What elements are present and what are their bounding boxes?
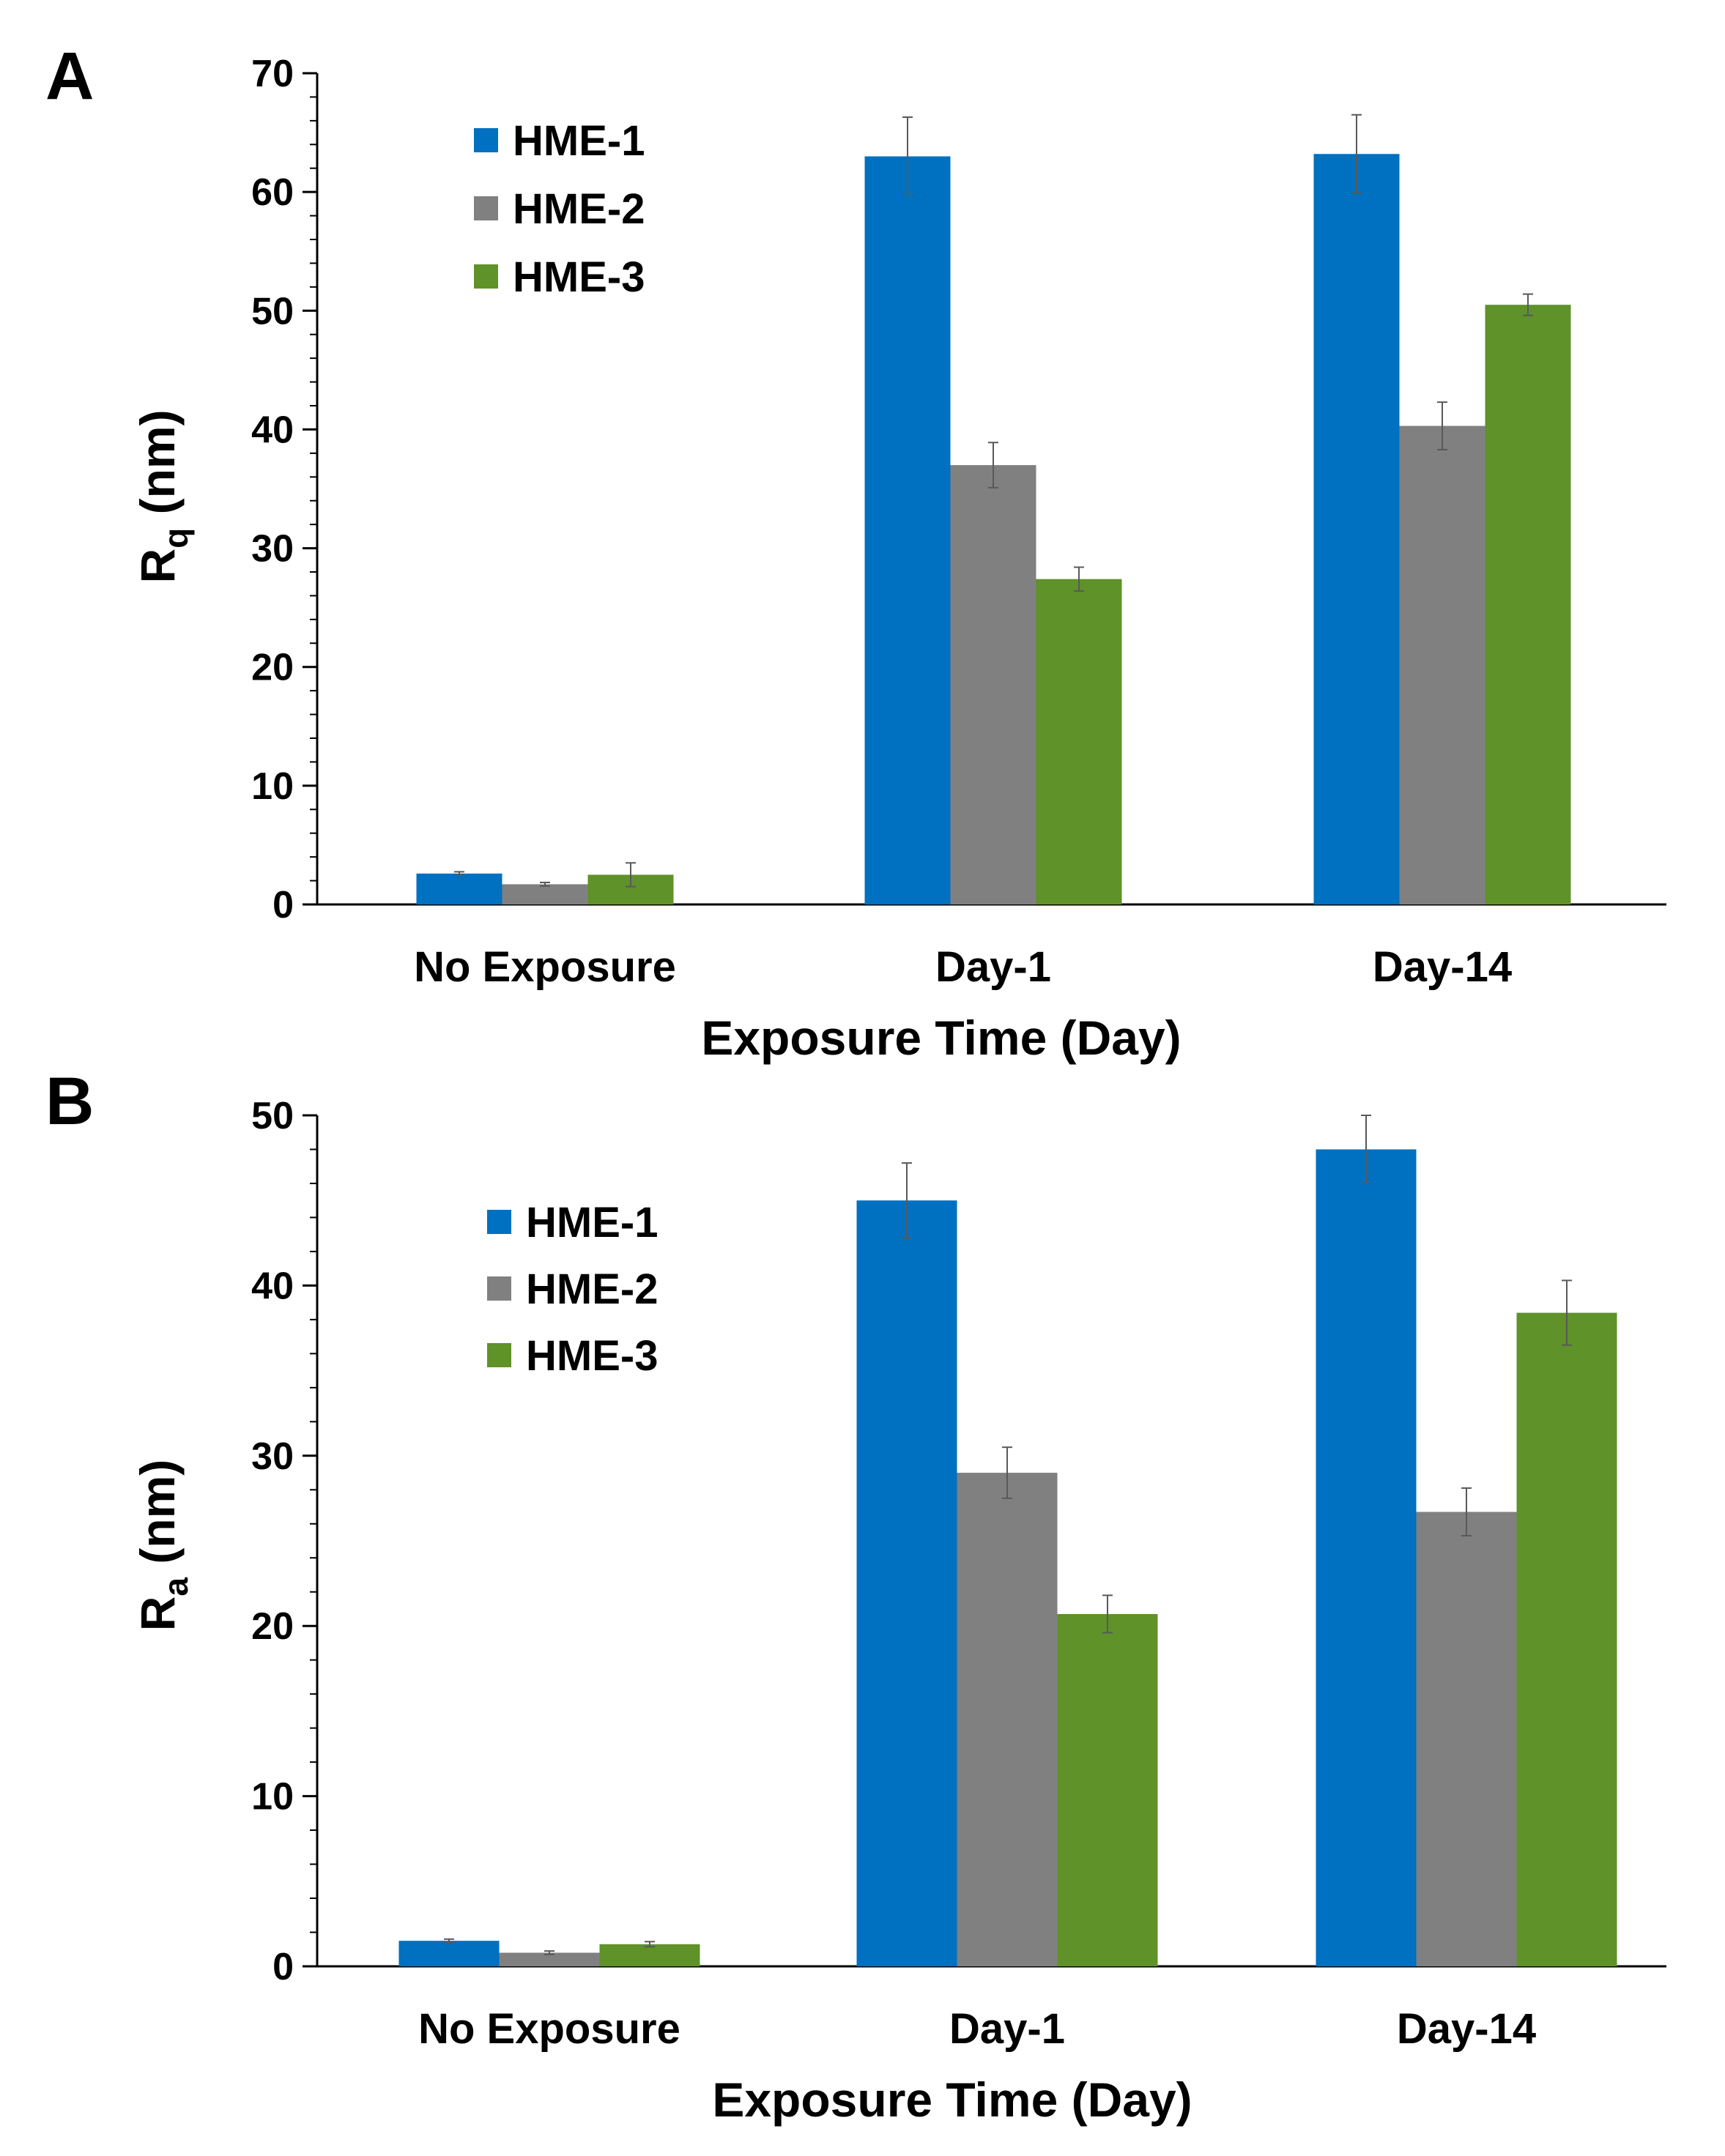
bar-hme-3-day-14	[1516, 1312, 1617, 1966]
error-bar	[1361, 1115, 1371, 1184]
panel-a-y-tick-labels: 0 10 20 30 40 50 60 70	[251, 53, 294, 926]
legend-swatch-hme-2	[474, 196, 498, 220]
y-tick-label: 60	[251, 171, 294, 214]
panel-a-x-axis-title: Exposure Time (Day)	[701, 1011, 1181, 1065]
panel-b-category-label: Day-14	[1397, 2005, 1536, 2053]
panel-a: A 0 10 20 30 40 50 60 70 No Exposure Day-1 Day-…	[45, 39, 1666, 1065]
panel-b-y-tick-labels: 0 10 20 30 40 50	[251, 1095, 294, 1988]
error-bar	[1351, 114, 1362, 194]
bar-hme-2-no-exposure	[499, 1952, 600, 1966]
panel-b: B 0 10 20 30 40 50 No Exposure Day-1 Day-14 E…	[45, 1064, 1666, 2127]
error-bar	[544, 1950, 554, 1955]
legend-label-hme-3: HME-3	[526, 1332, 658, 1380]
y-tick-label: 10	[251, 1776, 294, 1818]
error-bar	[1523, 293, 1533, 316]
legend-label-hme-3: HME-3	[513, 253, 645, 301]
error-bar	[1002, 1446, 1012, 1499]
y-tick-label: 10	[251, 765, 294, 808]
error-bar	[1437, 401, 1447, 450]
panel-a-category-label: Day-14	[1373, 943, 1512, 991]
bar-hme-2-day-14	[1399, 425, 1485, 904]
panel-b-x-axis-title: Exposure Time (Day)	[712, 2073, 1192, 2127]
panel-b-bars	[398, 1149, 1617, 1966]
panel-a-x-tick-labels: No Exposure Day-1 Day-14	[414, 943, 1512, 991]
y-tick-label: 40	[251, 409, 294, 451]
panel-a-legend: HME-1 HME-2 HME-3	[474, 117, 645, 301]
bar-hme-2-day-14	[1416, 1512, 1517, 1966]
bar-hme-3-day-1	[1057, 1613, 1158, 1966]
y-tick-label: 30	[251, 1435, 294, 1478]
y-tick-label: 30	[251, 528, 294, 570]
y-tick-label: 50	[251, 1095, 294, 1137]
bar-hme-1-day-1	[856, 1200, 957, 1966]
y-tick-label: 50	[251, 290, 294, 332]
error-bar	[626, 862, 636, 888]
error-bar	[902, 116, 913, 197]
legend-swatch-hme-1	[487, 1210, 511, 1234]
bar-hme-3-day-14	[1485, 305, 1571, 904]
bar-hme-1-no-exposure	[398, 1941, 500, 1966]
bar-hme-1-day-14	[1313, 154, 1400, 905]
bar-hme-2-day-1	[957, 1473, 1058, 1966]
legend-label-hme-2: HME-2	[526, 1265, 658, 1313]
panel-b-label: B	[45, 1064, 94, 1139]
panel-a-bars	[416, 154, 1571, 905]
panel-a-category-label: No Exposure	[414, 943, 676, 991]
panel-b-y-axis-title: Ra (nm)	[130, 1460, 195, 1632]
legend-swatch-hme-1	[474, 128, 498, 152]
panel-b-category-label: Day-1	[949, 2005, 1065, 2053]
legend-swatch-hme-2	[487, 1276, 511, 1301]
error-bar	[1102, 1594, 1113, 1634]
error-bar	[444, 1938, 454, 1944]
panel-a-error-bars	[454, 114, 1533, 888]
panel-a-category-label: Day-1	[935, 943, 1051, 991]
panel-b-legend: HME-1 HME-2 HME-3	[487, 1199, 658, 1380]
y-tick-label: 20	[251, 1605, 294, 1648]
bar-hme-1-day-14	[1316, 1149, 1417, 1966]
bar-hme-3-no-exposure	[599, 1944, 700, 1966]
error-bar	[540, 882, 550, 887]
legend-swatch-hme-3	[487, 1343, 511, 1367]
panel-b-error-bars	[444, 1115, 1572, 1955]
error-bar	[1461, 1487, 1472, 1537]
bar-hme-1-day-1	[864, 156, 951, 904]
panel-a-y-axis-title: Rq (nm)	[130, 409, 195, 583]
error-bar	[902, 1162, 912, 1239]
legend-label-hme-1: HME-1	[526, 1199, 658, 1246]
error-bar	[1074, 566, 1084, 592]
panel-b-x-tick-labels: No Exposure Day-1 Day-14	[418, 2005, 1536, 2053]
y-tick-label: 70	[251, 53, 294, 95]
y-tick-label: 40	[251, 1265, 294, 1307]
error-bar	[645, 1941, 655, 1948]
legend-label-hme-1: HME-1	[513, 117, 645, 165]
bar-hme-3-day-1	[1036, 579, 1122, 904]
y-tick-label: 20	[251, 647, 294, 689]
legend-swatch-hme-3	[474, 264, 498, 289]
bar-hme-1-no-exposure	[416, 873, 502, 904]
bar-hme-2-day-1	[950, 465, 1036, 904]
error-bar	[988, 442, 998, 488]
legend-label-hme-2: HME-2	[513, 185, 645, 233]
y-tick-label: 0	[272, 1946, 294, 1988]
panel-b-category-label: No Exposure	[418, 2005, 680, 2053]
error-bar	[454, 871, 464, 877]
error-bar	[1562, 1279, 1572, 1346]
bar-hme-2-no-exposure	[502, 884, 588, 904]
panel-a-label: A	[45, 39, 94, 114]
y-tick-label: 0	[272, 884, 294, 926]
